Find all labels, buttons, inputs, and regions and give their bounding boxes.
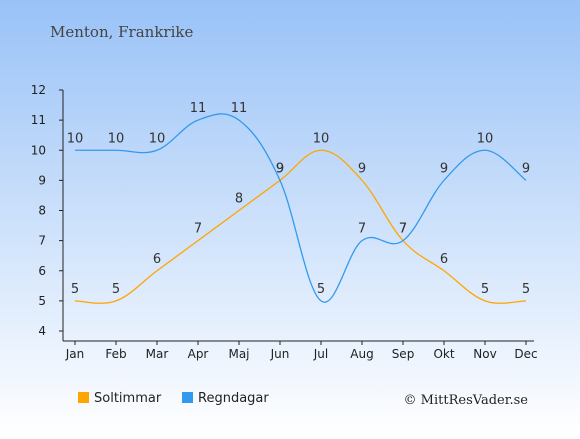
- legend-label-regndagar: Regndagar: [198, 391, 269, 406]
- x-tick-label: Maj: [228, 347, 249, 361]
- data-label-regndagar: 10: [67, 131, 84, 146]
- data-label-soltimmar: 9: [276, 161, 284, 176]
- data-label-regndagar: 7: [399, 222, 407, 237]
- y-tick-label: 9: [38, 173, 46, 187]
- data-label-soltimmar: 6: [440, 252, 448, 267]
- data-label-soltimmar: 10: [313, 131, 330, 146]
- data-label-soltimmar: 7: [194, 222, 202, 237]
- legend-swatch-regndagar: [182, 392, 193, 403]
- x-tick-label: Nov: [473, 347, 496, 361]
- axes: 4 5 6 7 8 9 10 11 12 Jan Feb Mar Apr Maj Jun Jul Aug Sep O…: [31, 83, 538, 361]
- data-label-regndagar: 11: [190, 101, 207, 116]
- data-label-soltimmar: 5: [112, 282, 120, 297]
- legend-label-soltimmar: Soltimmar: [94, 391, 162, 406]
- x-tick-label: Jun: [270, 347, 290, 361]
- series-line-soltimmar: [74, 149, 527, 304]
- y-tick-label: 6: [38, 264, 46, 278]
- data-label-soltimmar: 8: [235, 192, 243, 207]
- data-label-regndagar: 7: [358, 222, 366, 237]
- y-tick-label: 8: [38, 204, 46, 218]
- data-label-regndagar: 9: [440, 161, 448, 176]
- y-tick-label: 7: [38, 234, 46, 248]
- legend: Soltimmar Regndagar: [78, 391, 269, 406]
- x-tick-label: Sep: [392, 347, 415, 361]
- data-label-regndagar: 11: [231, 101, 248, 116]
- y-tick-label: 10: [31, 143, 46, 157]
- y-tick-label: 4: [38, 324, 46, 338]
- x-tick-label: Aug: [350, 347, 373, 361]
- credit-text: © MittResVader.se: [404, 393, 529, 408]
- data-label-regndagar: 9: [276, 161, 284, 176]
- x-tick-label: Okt: [433, 347, 454, 361]
- x-tick-label: Apr: [188, 347, 209, 361]
- data-label-regndagar: 5: [317, 282, 325, 297]
- x-tick-label: Feb: [105, 347, 126, 361]
- x-tick-label: Mar: [146, 347, 169, 361]
- data-label-soltimmar: 5: [71, 282, 79, 297]
- data-label-soltimmar: 5: [522, 282, 530, 297]
- chart-title: Menton, Frankrike: [50, 23, 193, 41]
- data-label-regndagar: 10: [149, 131, 166, 146]
- data-label-regndagar: 9: [522, 161, 530, 176]
- data-label-soltimmar: 6: [153, 252, 161, 267]
- x-tick-label: Jul: [313, 347, 328, 361]
- y-tick-label: 12: [31, 83, 46, 97]
- series-line-regndagar: [75, 113, 527, 303]
- data-label-soltimmar: 5: [481, 282, 489, 297]
- series-layer: [74, 113, 527, 304]
- legend-swatch-soltimmar: [78, 392, 89, 403]
- y-tick-label: 11: [31, 113, 46, 127]
- y-tick-label: 5: [38, 294, 46, 308]
- data-label-regndagar: 10: [108, 131, 125, 146]
- data-label-soltimmar: 7: [399, 222, 407, 237]
- x-tick-label: Dec: [514, 347, 537, 361]
- data-label-regndagar: 10: [477, 131, 494, 146]
- data-label-soltimmar: 9: [358, 161, 366, 176]
- x-tick-label: Jan: [65, 347, 85, 361]
